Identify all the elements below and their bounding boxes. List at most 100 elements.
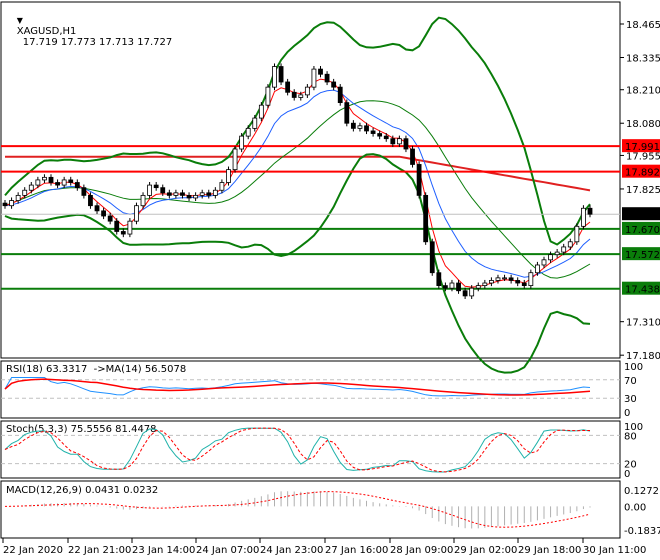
candle-body: [456, 282, 461, 292]
candle-body: [528, 272, 534, 286]
candle-body: [567, 241, 573, 248]
candle-body: [55, 182, 60, 186]
candle-body: [416, 164, 422, 196]
bollinger-middle: [4, 100, 591, 279]
candle-body: [81, 187, 87, 196]
candle-body: [127, 220, 133, 235]
candle-body: [265, 86, 271, 106]
time-label: 30 Jan 11:00: [583, 545, 646, 556]
candle-body: [475, 285, 481, 289]
candle-body: [344, 102, 350, 124]
chart-header: ▼ XAGUSD,H1 17.719 17.773 17.713 17.727: [4, 4, 173, 59]
candle-body: [2, 202, 8, 207]
current-price-tag: [622, 207, 660, 221]
macd-axis-label: -0.1837: [624, 526, 660, 537]
candle-body: [370, 130, 376, 134]
support-level-tag: [622, 281, 660, 295]
candle-body: [42, 176, 47, 181]
price-tick-label: 18.080: [626, 119, 660, 130]
price-tick-label: 17.310: [626, 318, 660, 329]
candle-body: [134, 205, 139, 222]
stoch-axis-label: 100: [624, 422, 643, 433]
price-tick-label: 18.210: [626, 86, 660, 97]
time-label: 29 Jan 18:00: [518, 545, 581, 556]
candle-body: [331, 81, 337, 88]
stoch-axis-label: 20: [624, 460, 637, 471]
candle-body: [35, 179, 41, 186]
candle-body: [502, 277, 507, 280]
long-ma-line: [5, 155, 591, 192]
rsi-label: RSI(18) 63.3317 ->MA(14) 56.5078: [6, 364, 187, 375]
candle-body: [28, 184, 34, 191]
time-label: 24 Jan 07:00: [196, 545, 259, 556]
candle-body: [495, 277, 501, 281]
candle-body: [212, 189, 218, 196]
support-level-tag: [622, 247, 660, 261]
rsi-axis-label: 70: [624, 376, 637, 387]
price-tick-label: 17.955: [626, 151, 660, 162]
candle-body: [193, 194, 199, 199]
support-level-tag-label: 17.438: [625, 285, 660, 296]
candle-body: [403, 138, 409, 150]
candle-body: [74, 182, 80, 189]
candle-body: [94, 205, 100, 212]
candle-body: [140, 194, 146, 207]
triangle-down-icon[interactable]: ▼: [16, 16, 23, 25]
candle-body: [61, 179, 67, 186]
candle-body: [324, 73, 330, 83]
candle-body: [120, 231, 126, 235]
candle-body: [15, 194, 21, 201]
candle-body: [462, 290, 468, 297]
candle-body: [304, 86, 310, 96]
pane-frame-2: [0, 420, 621, 479]
candle-body: [337, 86, 343, 104]
candle-body: [22, 189, 28, 196]
candle-body: [396, 138, 402, 145]
resistance-level-tag-label: 17.892: [625, 168, 660, 179]
bollinger-upper: [4, 16, 591, 246]
candle-body: [541, 259, 547, 266]
stoch-axis-label: 0: [624, 469, 630, 480]
price-tick-label: 17.180: [626, 351, 660, 362]
price-tick-label: 18.335: [626, 54, 660, 65]
stoch-label: Stoch(5,3,3) 75.5556 81.4478: [6, 424, 157, 435]
support-level-tag-label: 17.572: [625, 250, 660, 261]
ohlc-values: 17.719 17.773 17.713 17.727: [22, 37, 173, 48]
candle-body: [147, 184, 153, 196]
rsi-axis-label: 100: [624, 362, 643, 373]
candle-body: [429, 241, 435, 274]
candle-body: [581, 207, 586, 227]
pane-frame-1: [0, 360, 621, 419]
candle-body: [101, 210, 106, 217]
candle-body: [88, 194, 93, 207]
candle-body: [449, 282, 455, 289]
bollinger-lower: [4, 153, 591, 374]
time-label: 29 Jan 02:00: [454, 545, 517, 556]
candle-body: [199, 192, 205, 196]
candle-body: [350, 122, 356, 129]
time-label: 23 Jan 14:00: [132, 545, 195, 556]
candle-body: [245, 127, 251, 137]
candle-body: [383, 135, 389, 140]
pane-frame-3: [0, 480, 621, 539]
candle-body: [548, 254, 553, 261]
macd-axis-label: 0.1272: [624, 486, 659, 497]
candle-body: [272, 66, 277, 88]
candle-body: [377, 133, 383, 137]
resistance-level-tag-label: 17.991: [625, 142, 660, 153]
candle-body: [180, 192, 185, 196]
candle-body: [521, 282, 527, 286]
candle-body: [442, 285, 448, 289]
candle-body: [219, 182, 225, 191]
candle-body: [285, 81, 291, 93]
candle-body: [311, 68, 317, 88]
macd-label: MACD(12,26,9) 0.0431 0.0232: [6, 485, 159, 496]
candle-body: [423, 194, 429, 243]
candle-body: [239, 135, 245, 150]
rsi-axis-label: 0: [624, 408, 630, 419]
symbol-label: XAGUSD,H1: [16, 26, 77, 37]
candle-body: [587, 207, 593, 215]
candle-body: [166, 192, 172, 196]
